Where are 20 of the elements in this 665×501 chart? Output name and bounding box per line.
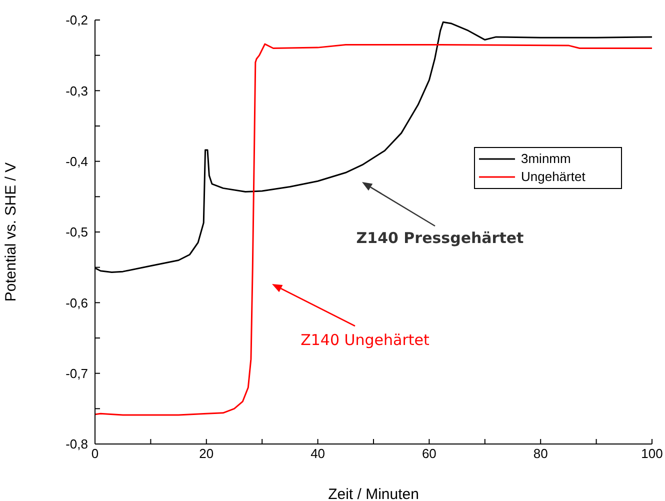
y-tick-label: -0,2 [66,12,88,28]
x-tick-label: 60 [422,446,436,462]
y-tick-label: -0,6 [66,295,88,310]
y-tick-label: -0,7 [66,366,88,381]
legend-label: Ungehärtet [521,168,586,186]
y-tick-label: -0,3 [66,83,88,98]
y-tick-label: -0,8 [66,436,88,452]
x-tick-label: 0 [91,446,99,462]
x-tick-label: 100 [641,446,663,462]
legend-label: 3minmm [521,150,571,168]
x-tick-label: 40 [310,446,326,462]
x-axis-title: Zeit / Minuten [328,486,419,501]
y-tick-label: -0,5 [66,224,88,240]
annotation: Z140 Ungehärtet [300,331,430,349]
x-tick-label: 20 [199,446,214,462]
line-series [95,43,652,416]
y-axis-title: Potential vs. SHE / V [2,162,20,302]
y-tick-label: -0,4 [66,154,88,169]
x-tick-label: 80 [533,446,548,462]
annotation: Z140 Pressgehärtet [356,229,524,247]
